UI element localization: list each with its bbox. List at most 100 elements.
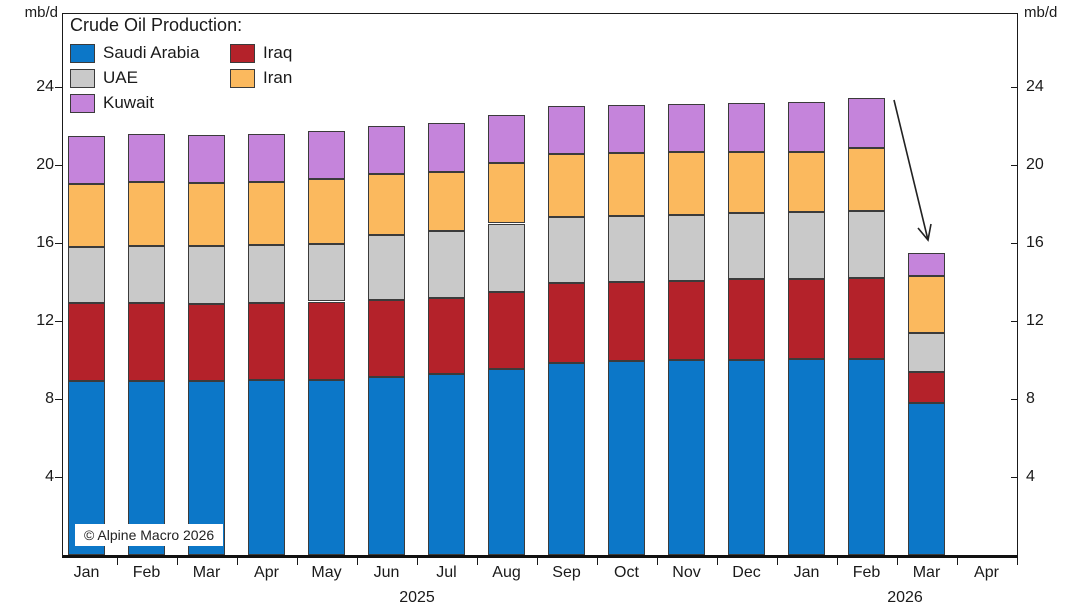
legend-label: Iran (263, 68, 293, 87)
x-tick-label: Sep (552, 564, 581, 581)
y-tick-label-left: 24 (36, 78, 54, 95)
y-tick-left (55, 87, 62, 88)
legend-title: Crude Oil Production: (70, 15, 243, 35)
legend: Crude Oil Production: Saudi Arabia Iraq UA… (70, 15, 292, 113)
x-tick-label: Apr (974, 564, 999, 581)
legend-swatch-iran (230, 68, 255, 88)
x-tick-label: Dec (732, 564, 761, 581)
x-tick-label: Mar (912, 564, 941, 581)
x-tick (716, 558, 718, 565)
x-tick (236, 558, 238, 565)
legend-item-iraq: Iraq (230, 43, 292, 63)
bar-segment-saudi-arabia-14 (908, 402, 945, 555)
x-tick (656, 558, 658, 565)
bar-segment-iran-4 (308, 178, 345, 244)
bar-segment-saudi-arabia-9 (608, 360, 645, 555)
bar-segment-saudi-arabia-4 (308, 379, 345, 555)
bar-segment-uae-9 (608, 215, 645, 282)
bar-segment-iran-0 (68, 183, 105, 247)
legend-item-iran: Iran (230, 68, 292, 88)
bar-segment-kuwait-11 (728, 102, 765, 153)
x-tick-label: Jun (373, 564, 400, 581)
bar-segment-iraq-10 (668, 281, 705, 360)
x-tick (116, 558, 118, 565)
bar-segment-kuwait-9 (608, 104, 645, 154)
bar-segment-uae-1 (128, 245, 165, 304)
bar-segment-iraq-7 (488, 291, 525, 369)
bar-segment-iran-12 (788, 152, 825, 212)
x-tick (596, 558, 598, 565)
y-tick-label-right: 16 (1026, 234, 1044, 251)
legend-swatch-saudi-arabia (70, 43, 95, 63)
legend-grid: Saudi Arabia Iraq UAE Iran Kuwait (70, 43, 292, 113)
bar-segment-saudi-arabia-10 (668, 360, 705, 555)
year-label-2026: 2026 (887, 589, 923, 606)
bar-segment-uae-3 (248, 244, 285, 304)
bar-segment-uae-11 (728, 212, 765, 280)
x-tick (356, 558, 358, 565)
y-tick-label-left: 20 (36, 156, 54, 173)
x-tick-label: Apr (254, 564, 279, 581)
bar-segment-iraq-2 (188, 304, 225, 382)
bar-segment-iran-8 (548, 154, 585, 217)
bar-segment-uae-5 (368, 235, 405, 300)
x-tick (1016, 558, 1018, 565)
bar-segment-kuwait-4 (308, 130, 345, 179)
y-tick-label-right: 20 (1026, 156, 1044, 173)
x-tick-label: Aug (492, 564, 521, 581)
bar-segment-kuwait-13 (848, 97, 885, 149)
bar-segment-saudi-arabia-11 (728, 360, 765, 555)
bar-segment-iraq-9 (608, 282, 645, 361)
y-tick-label-right: 4 (1026, 468, 1035, 485)
bar-segment-saudi-arabia-12 (788, 359, 825, 555)
copyright-label: © Alpine Macro 2026 (75, 524, 224, 546)
bar-segment-saudi-arabia-5 (368, 376, 405, 555)
bar-segment-saudi-arabia-7 (488, 368, 525, 555)
bar-segment-uae-12 (788, 211, 825, 280)
legend-item-kuwait: Kuwait (70, 93, 230, 113)
x-tick (776, 558, 778, 565)
bar-segment-iran-10 (668, 152, 705, 215)
x-tick-label: Nov (672, 564, 701, 581)
bar-segment-kuwait-2 (188, 134, 225, 183)
x-tick-label: Feb (132, 564, 161, 581)
bar-segment-uae-13 (848, 210, 885, 279)
y-tick-right (1011, 87, 1018, 88)
bar-segment-uae-2 (188, 245, 225, 305)
bar-segment-kuwait-5 (368, 126, 405, 174)
y-tick-right (1011, 165, 1018, 166)
bar-segment-saudi-arabia-8 (548, 362, 585, 555)
y-tick-label-left: 16 (36, 234, 54, 251)
x-tick-label: Oct (614, 564, 639, 581)
y-tick-right (1011, 243, 1018, 244)
bar-segment-iran-14 (908, 276, 945, 333)
y-axis-unit-right: mb/d (1024, 4, 1058, 21)
y-tick-left (55, 321, 62, 322)
bar-segment-kuwait-1 (128, 133, 165, 182)
bar-segment-uae-14 (908, 332, 945, 372)
x-tick-label: Feb (852, 564, 881, 581)
x-tick (476, 558, 478, 565)
plot-area-frame (62, 13, 1018, 558)
bar-segment-kuwait-7 (488, 115, 525, 164)
y-tick-left (55, 243, 62, 244)
bar-segment-iraq-14 (908, 371, 945, 403)
y-axis-unit-left: mb/d (24, 4, 58, 21)
bar-segment-saudi-arabia-13 (848, 359, 885, 555)
bar-segment-saudi-arabia-6 (428, 373, 465, 555)
legend-item-saudi-arabia: Saudi Arabia (70, 43, 230, 63)
x-tick-label: Jul (436, 564, 457, 581)
bar-segment-saudi-arabia-3 (248, 380, 285, 555)
x-tick (896, 558, 898, 565)
bar-segment-iraq-5 (368, 299, 405, 377)
legend-label: Kuwait (103, 93, 155, 112)
legend-label: Iraq (263, 43, 293, 62)
legend-label: UAE (103, 68, 138, 87)
bar-segment-iraq-6 (428, 297, 465, 374)
bar-segment-iraq-11 (728, 279, 765, 360)
y-tick-label-left: 4 (45, 468, 54, 485)
y-tick-label-right: 12 (1026, 312, 1044, 329)
x-tick-label: Mar (192, 564, 221, 581)
x-tick (176, 558, 178, 565)
bar-segment-iran-13 (848, 148, 885, 211)
